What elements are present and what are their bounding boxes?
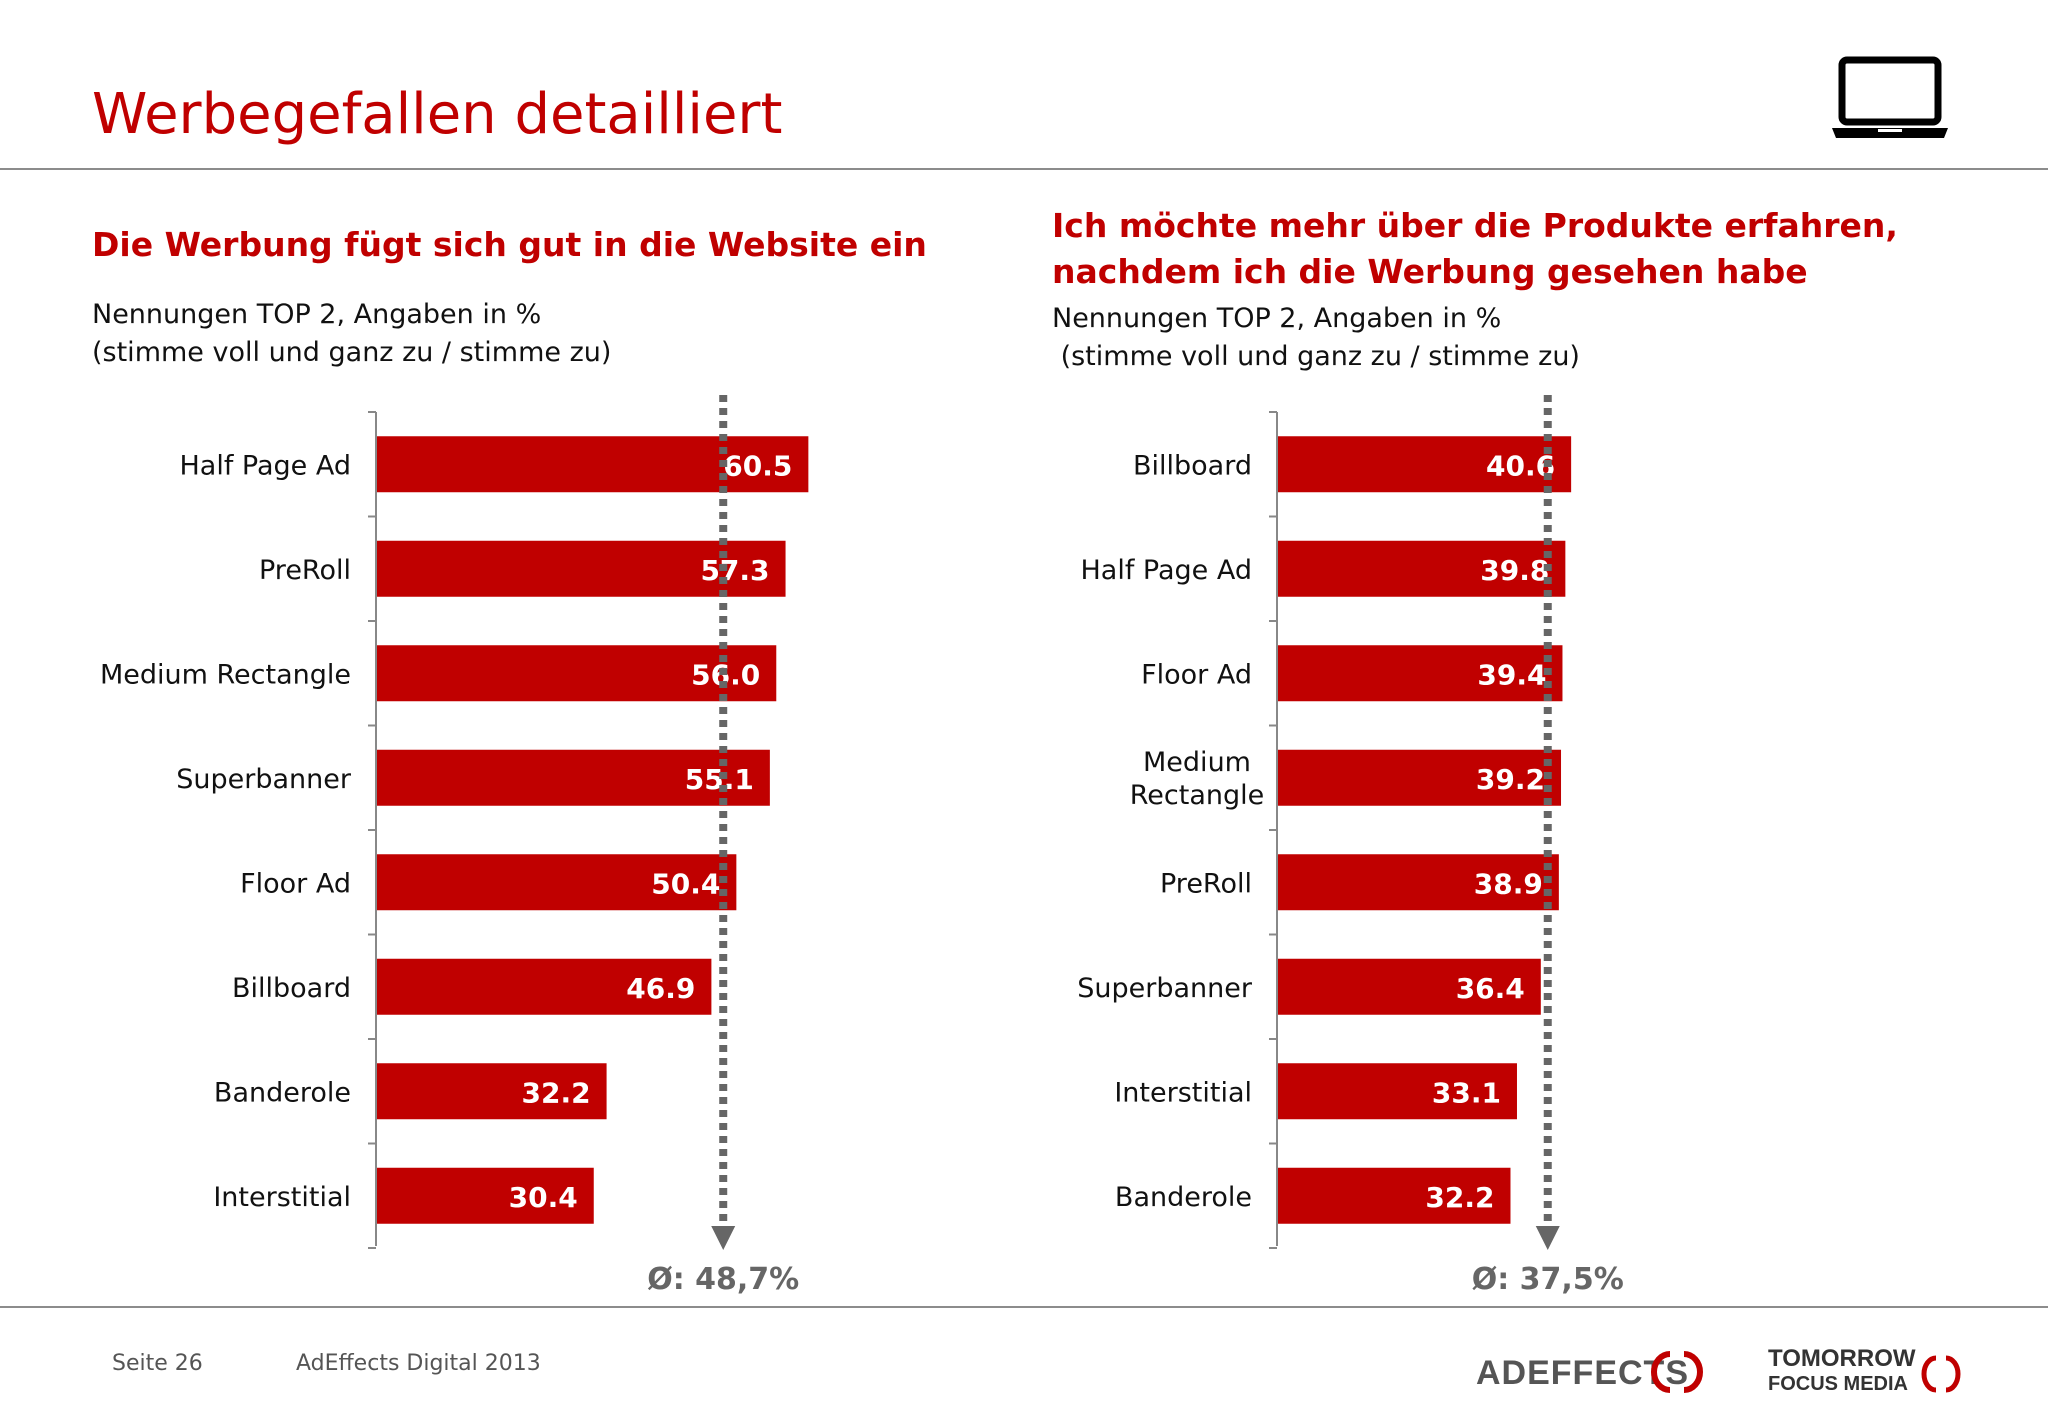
adeffects-logo: ADEFFECTS xyxy=(1476,1346,1706,1400)
tfm-logo-line1: TOMORROW xyxy=(1768,1345,1916,1372)
right-data-label: 36.4 xyxy=(1456,972,1525,1005)
left-category-label: PreRoll xyxy=(259,555,351,586)
header-divider xyxy=(0,168,2048,170)
left-chart-subtitle: Die Werbung fügt sich gut in die Website… xyxy=(92,225,927,264)
right-subtitle-line2: nachdem ich die Werbung gesehen habe xyxy=(1052,252,1808,291)
left-average-label: Ø: 48,7% xyxy=(647,1262,799,1297)
left-bar xyxy=(377,540,786,597)
left-data-label: 32.2 xyxy=(521,1076,590,1109)
laptop-icon xyxy=(1830,56,1950,146)
right-category-label: Banderole xyxy=(1115,1182,1252,1213)
right-bar xyxy=(1278,854,1559,911)
page-number: Seite 26 xyxy=(112,1351,203,1376)
left-bar xyxy=(377,1167,594,1224)
left-data-label: 50.4 xyxy=(651,867,720,900)
left-average-arrow xyxy=(711,1226,736,1250)
right-data-label: 32.2 xyxy=(1425,1181,1494,1214)
right-average-label: Ø: 37,5% xyxy=(1472,1262,1624,1297)
left-category-label: Superbanner xyxy=(176,764,352,795)
left-data-label: 46.9 xyxy=(626,972,695,1005)
left-bar xyxy=(377,854,737,911)
right-data-label: 39.4 xyxy=(1477,658,1546,691)
right-average-arrow xyxy=(1535,1226,1560,1250)
right-bar xyxy=(1278,645,1563,702)
left-category-label: Interstitial xyxy=(213,1182,351,1213)
left-note-line1: Nennungen TOP 2, Angaben in % xyxy=(92,299,542,330)
left-bar xyxy=(377,645,777,702)
right-data-label: 39.8 xyxy=(1480,554,1549,587)
left-bar xyxy=(377,436,809,493)
right-category-label: Medium Rectangle xyxy=(1130,747,1265,811)
right-bar xyxy=(1278,958,1541,1015)
right-bar xyxy=(1278,540,1566,597)
right-note-line2: (stimme voll und ganz zu / stimme zu) xyxy=(1052,341,1580,372)
right-subtitle-line1: Ich möchte mehr über die Produkte erfahr… xyxy=(1052,206,1898,245)
right-bar xyxy=(1278,1167,1511,1224)
right-data-label: 38.9 xyxy=(1474,867,1543,900)
left-note-line2: (stimme voll und ganz zu / stimme zu) xyxy=(92,337,612,368)
left-data-label: 30.4 xyxy=(509,1181,578,1214)
left-bar xyxy=(377,958,712,1015)
right-chart-subtitle: Ich möchte mehr über die Produkte erfahr… xyxy=(1052,203,1898,295)
footer-divider xyxy=(0,1306,2048,1308)
right-data-label: 33.1 xyxy=(1432,1076,1501,1109)
right-chart-note: Nennungen TOP 2, Angaben in % (stimme vo… xyxy=(1052,300,1580,376)
page-title: Werbegefallen detailliert xyxy=(92,82,783,147)
left-bar xyxy=(377,749,770,806)
right-category-label: Half Page Ad xyxy=(1080,555,1252,586)
left-chart-note: Nennungen TOP 2, Angaben in % (stimme vol… xyxy=(92,296,611,372)
left-category-label: Billboard xyxy=(232,973,351,1004)
right-category-label: Superbanner xyxy=(1077,973,1253,1004)
left-category-label: Floor Ad xyxy=(240,868,351,899)
tfm-logo-line2: FOCUS MEDIA xyxy=(1768,1373,1908,1395)
study-name: AdEffects Digital 2013 xyxy=(296,1351,541,1376)
left-category-label: Banderole xyxy=(214,1077,351,1108)
right-category-label: PreRoll xyxy=(1160,868,1252,899)
left-data-label: 57.3 xyxy=(700,554,769,587)
left-category-label: Medium Rectangle xyxy=(100,659,351,690)
right-data-label: 39.2 xyxy=(1476,763,1545,796)
right-note-line1: Nennungen TOP 2, Angaben in % xyxy=(1052,303,1502,334)
left-data-label: 60.5 xyxy=(723,449,792,482)
tomorrow-focus-media-logo: TOMORROW FOCUS MEDIA xyxy=(1768,1340,1968,1404)
right-data-label: 40.6 xyxy=(1486,449,1555,482)
right-bar xyxy=(1278,749,1562,806)
right-category-label: Billboard xyxy=(1133,450,1252,481)
right-category-label: Floor Ad xyxy=(1141,659,1252,690)
right-bar xyxy=(1278,1063,1517,1120)
left-bar xyxy=(377,1063,607,1120)
right-bar xyxy=(1278,436,1572,493)
left-category-label: Half Page Ad xyxy=(179,450,351,481)
right-category-label: Interstitial xyxy=(1114,1077,1252,1108)
